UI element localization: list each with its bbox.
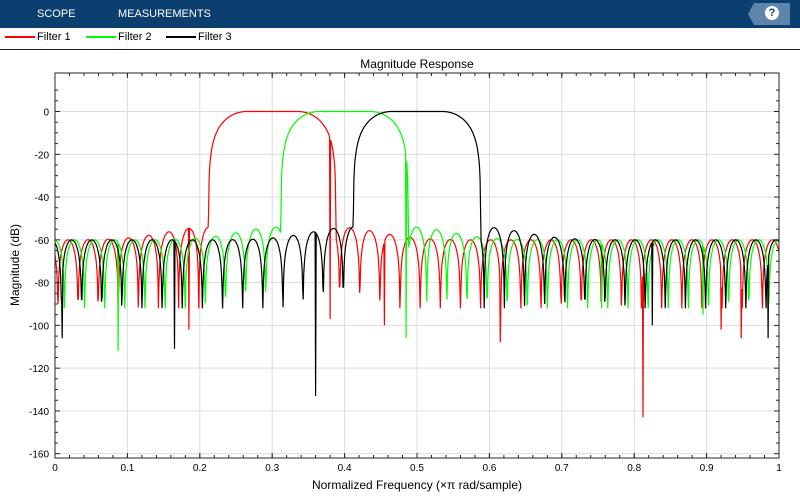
- y-tick-label: -80: [35, 279, 50, 290]
- legend-swatch: [5, 36, 35, 39]
- legend-label: Filter 3: [198, 31, 232, 43]
- x-axis-label: Normalized Frequency (×π rad/sample): [312, 478, 522, 492]
- y-tick-label: -100: [29, 321, 49, 332]
- legend-item-filter-2[interactable]: Filter 2: [86, 31, 152, 43]
- y-tick-label: -40: [35, 193, 50, 204]
- y-tick-label: -160: [29, 450, 49, 461]
- help-button[interactable]: ?: [748, 3, 790, 25]
- x-tick-label: 0.3: [265, 463, 279, 474]
- x-tick-label: 0.8: [627, 463, 641, 474]
- x-tick-label: 0.7: [555, 463, 569, 474]
- y-axis-label: Magnitude (dB): [8, 224, 22, 306]
- series-line-filter-2: [54, 110, 780, 352]
- legend-label: Filter 2: [118, 31, 152, 43]
- divider: [0, 49, 800, 50]
- legend-swatch: [86, 36, 116, 39]
- plot-box: [54, 72, 780, 459]
- x-tick-label: 0.5: [410, 463, 424, 474]
- legend-swatch: [166, 36, 196, 39]
- x-tick-label: 0.1: [120, 463, 134, 474]
- x-tick-label: 0.4: [338, 463, 352, 474]
- y-tick-label: -60: [35, 236, 50, 247]
- legend-item-filter-3[interactable]: Filter 3: [166, 31, 232, 43]
- y-tick-label: 0: [43, 108, 49, 119]
- tab-measurements[interactable]: MEASUREMENTS: [118, 8, 211, 20]
- y-tick-label: -20: [35, 150, 50, 161]
- x-tick-label: 1: [776, 463, 782, 474]
- help-icon: ?: [765, 6, 779, 20]
- legend-item-filter-1[interactable]: Filter 1: [5, 31, 71, 43]
- y-tick-label: -140: [29, 407, 49, 418]
- x-tick-label: 0.9: [700, 463, 714, 474]
- series-line-filter-3: [54, 110, 780, 397]
- x-tick-label: 0: [52, 463, 58, 474]
- legend-label: Filter 1: [37, 31, 71, 43]
- chart-title: Magnitude Response: [360, 57, 474, 71]
- toolstrip: SCOPE MEASUREMENTS ?: [0, 0, 800, 28]
- x-tick-label: 0.6: [482, 463, 496, 474]
- x-tick-label: 0.2: [193, 463, 207, 474]
- y-tick-label: -120: [29, 364, 49, 375]
- tab-scope[interactable]: SCOPE: [37, 8, 76, 20]
- series-line-filter-1: [54, 110, 780, 418]
